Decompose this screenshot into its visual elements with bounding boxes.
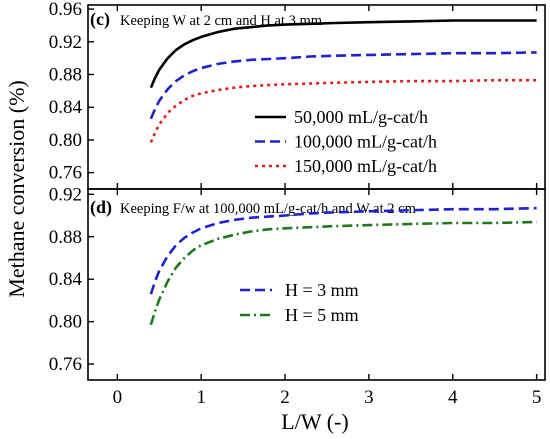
x-axis-ticks: 0 1 2 3 4 5	[113, 387, 542, 408]
y-tick-label: 0.88	[49, 227, 82, 248]
x-tick-label: 1	[196, 387, 206, 408]
panel-c: (c) Keeping W at 2 cm and H at 3 mm 0.96…	[49, 0, 546, 190]
y-tick-label: 0.88	[49, 65, 82, 86]
x-axis-title: L/W (-)	[281, 409, 348, 434]
y-tick-label: 0.80	[49, 130, 82, 151]
panel-c-caption: Keeping W at 2 cm and H at 3 mm	[120, 13, 323, 29]
series-line-2	[149, 51, 537, 120]
legend-label: H = 3 mm	[285, 280, 359, 300]
y-tick-label: 0.92	[49, 32, 82, 53]
x-tick-label: 4	[448, 387, 458, 408]
legend-label: H = 5 mm	[285, 305, 359, 325]
y-tick-label: 0.80	[49, 312, 82, 333]
panel-c-tag: (c)	[90, 9, 110, 30]
panel-d-tag: (d)	[90, 197, 112, 218]
panel-frame	[87, 188, 546, 381]
legend-label: 150,000 mL/g-cat/h	[294, 156, 437, 176]
series-line-2	[149, 220, 537, 326]
x-tick-label: 0	[113, 387, 123, 408]
series-line-3	[149, 78, 537, 143]
y-tick-label: 0.84	[49, 269, 83, 290]
y-tick-label: 0.76	[49, 163, 82, 184]
y-tick-label: 0.92	[49, 184, 82, 205]
legend-label: 50,000 mL/g-cat/h	[294, 107, 428, 127]
series-line-1	[149, 206, 537, 295]
x-tick-label: 2	[280, 387, 290, 408]
x-tick-label: 5	[532, 387, 542, 408]
x-tick-label: 3	[364, 387, 374, 408]
panel-d: (d) Keeping F/w at 100,000 mL/g-cat/h an…	[49, 184, 546, 381]
y-tick-label: 0.84	[49, 97, 83, 118]
legend-label: 100,000 mL/g-cat/h	[294, 132, 437, 152]
y-tick-label: 0.76	[49, 354, 82, 375]
y-tick-label: 0.96	[49, 0, 82, 20]
y-axis-title: Methane conversion (%)	[4, 80, 29, 297]
series-line-1	[149, 19, 537, 89]
panel-d-caption: Keeping F/w at 100,000 mL/g-cat/h and W …	[120, 201, 417, 217]
